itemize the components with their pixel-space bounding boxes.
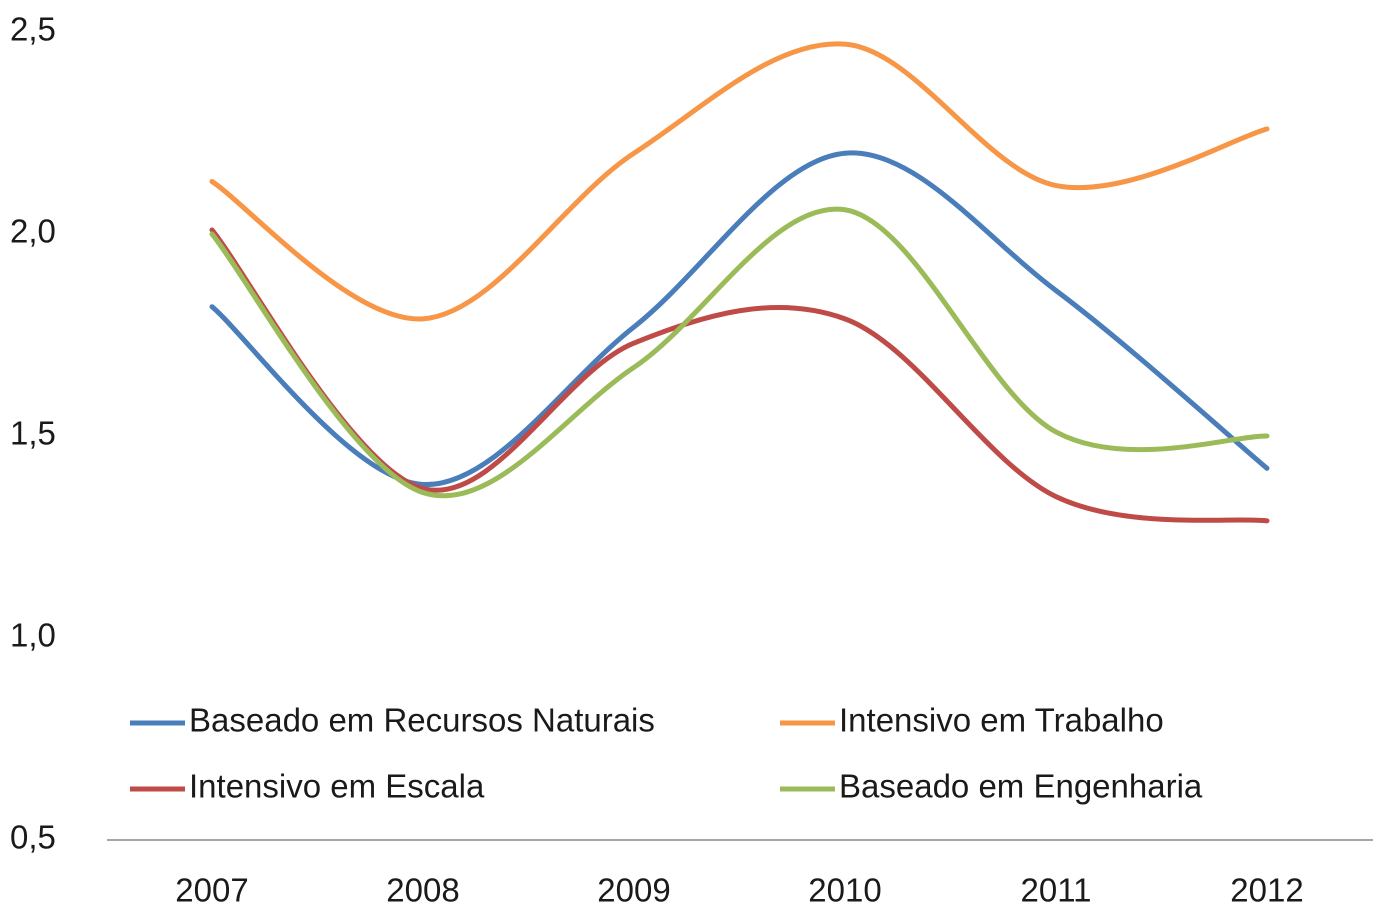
y-tick-label: 1,5: [10, 415, 56, 452]
y-tick-label: 2,0: [10, 213, 56, 250]
x-tick-label: 2007: [175, 872, 248, 909]
series-line: [209, 41, 1270, 322]
x-tick-label: 2011: [1021, 872, 1092, 909]
legend-label: Intensivo em Escala: [189, 768, 485, 805]
y-tick-label: 1,0: [10, 617, 56, 654]
legend-label: Intensivo em Trabalho: [839, 702, 1164, 739]
x-tick-label: 2012: [1230, 872, 1303, 909]
x-tick-label: 2009: [597, 872, 670, 909]
y-tick-label: 2,5: [10, 11, 56, 48]
legend-label: Baseado em Recursos Naturais: [189, 702, 655, 739]
y-tick-label: 0,5: [10, 819, 56, 856]
series-line: [209, 227, 1270, 524]
legend-label: Baseado em Engenharia: [839, 768, 1203, 805]
x-tick-label: 2008: [386, 872, 459, 909]
series-line: [209, 150, 1270, 487]
series-line: [209, 206, 1270, 499]
x-tick-label: 2010: [808, 872, 881, 909]
